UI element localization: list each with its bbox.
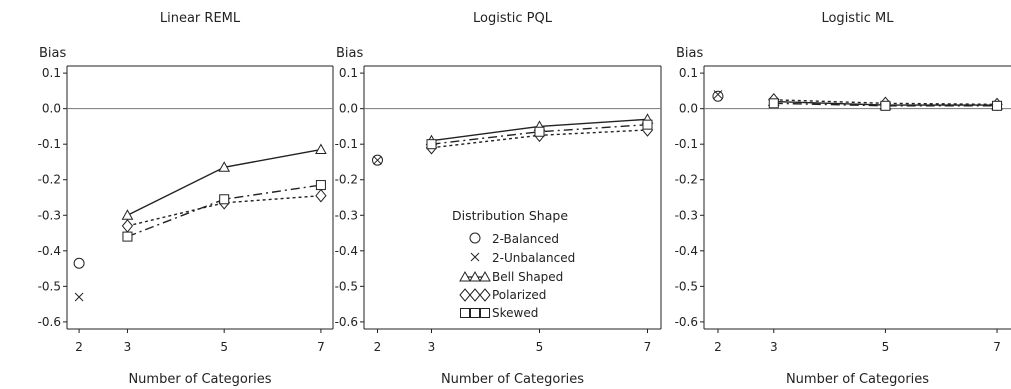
y-tick-label: -0.3 — [38, 208, 61, 222]
x-tick-label: 5 — [882, 340, 890, 354]
data-point — [315, 180, 326, 191]
legend-marker — [469, 232, 481, 244]
y-tick-label: -0.5 — [38, 279, 61, 293]
y-tick-label: -0.6 — [335, 315, 358, 329]
y-tick-label: 0.1 — [339, 66, 358, 80]
y-tick-label: -0.2 — [38, 173, 61, 187]
legend-title: Distribution Shape — [452, 208, 568, 223]
y-tick-label: -0.3 — [335, 208, 358, 222]
legend: Distribution Shape 2-Balanced 2-Unbalanced… — [452, 208, 575, 320]
data-point — [218, 161, 231, 172]
panel-title: Logistic ML — [821, 11, 894, 26]
y-tick-label: -0.6 — [38, 315, 61, 329]
data-point — [73, 257, 85, 269]
y-tick-label: 0.1 — [42, 66, 61, 80]
data-point — [219, 194, 230, 205]
x-tick-label: 5 — [220, 340, 228, 354]
panel-2: Logistic PQL Bias Number of Categories 0.1 0… — [335, 11, 662, 387]
legend-entry-label: Polarized — [492, 288, 546, 302]
y-tick-label: 0.0 — [679, 102, 698, 116]
x-tick-label: 3 — [428, 340, 436, 354]
data-point — [121, 219, 134, 233]
panel-title: Linear REML — [160, 11, 241, 26]
legend-entry-label: Skewed — [492, 306, 538, 320]
y-tick-label: -0.4 — [335, 244, 358, 258]
data-point — [880, 100, 891, 111]
panel-3: Logistic ML Bias Number of Categories 0.1 0.… — [675, 11, 1011, 387]
y-axis-label: Bias — [676, 46, 703, 61]
y-tick-label: -0.2 — [675, 173, 698, 187]
legend-marker — [470, 252, 480, 262]
data-point — [74, 292, 84, 302]
y-tick-label: -0.4 — [675, 244, 698, 258]
y-tick-label: -0.3 — [675, 208, 698, 222]
x-tick-label: 7 — [993, 340, 1001, 354]
data-point — [992, 100, 1003, 111]
x-tick-label: 7 — [317, 340, 325, 354]
panel-1: Linear REML Bias Number of Categories 0.1 0.… — [38, 11, 334, 387]
panel-title: Logistic PQL — [473, 11, 553, 26]
legend-marker — [459, 270, 471, 282]
y-tick-label: -0.6 — [675, 315, 698, 329]
x-tick-label: 2 — [714, 340, 722, 354]
x-tick-label: 5 — [536, 340, 544, 354]
y-tick-label: -0.1 — [675, 137, 698, 151]
legend-marker — [470, 308, 480, 318]
data-point — [315, 143, 327, 155]
y-tick-label: 0.1 — [679, 66, 698, 80]
data-point — [642, 119, 653, 130]
data-point — [373, 155, 382, 165]
data-point — [315, 188, 327, 203]
y-tick-label: -0.1 — [38, 137, 61, 151]
y-tick-label: 0.0 — [42, 102, 61, 116]
y-tick-label: -0.1 — [335, 137, 358, 151]
data-point — [768, 98, 779, 109]
legend-entry-label: 2-Unbalanced — [492, 251, 575, 265]
legend-marker — [469, 288, 481, 302]
x-tick-label: 7 — [644, 340, 652, 354]
x-axis-label: Number of Categories — [128, 372, 271, 387]
series-line — [773, 99, 998, 106]
x-axis-label: Number of Categories — [786, 372, 929, 387]
x-tick-label: 3 — [124, 340, 132, 354]
y-tick-label: 0.0 — [339, 102, 358, 116]
y-tick-label: -0.2 — [335, 173, 358, 187]
legend-marker — [469, 270, 481, 282]
data-point — [122, 231, 133, 242]
y-axis-label: Bias — [39, 46, 66, 61]
series-line — [127, 184, 322, 238]
y-axis-label: Bias — [336, 46, 363, 61]
legend-marker — [460, 308, 470, 318]
legend-marker — [479, 288, 491, 302]
legend-marker — [480, 308, 490, 318]
data-point — [121, 209, 134, 220]
x-tick-label: 2 — [374, 340, 382, 354]
legend-marker — [459, 288, 471, 302]
legend-entry-label: 2-Balanced — [492, 232, 559, 246]
x-tick-label: 2 — [75, 340, 83, 354]
data-point — [712, 90, 724, 102]
y-tick-label: -0.5 — [675, 279, 698, 293]
series-line — [127, 195, 321, 227]
y-tick-label: -0.4 — [38, 244, 61, 258]
legend-marker — [479, 270, 491, 282]
data-point — [426, 139, 437, 150]
data-point — [534, 126, 545, 137]
x-axis-label: Number of Categories — [441, 372, 584, 387]
legend-entry-label: Bell Shaped — [492, 270, 563, 284]
y-tick-label: -0.5 — [335, 279, 358, 293]
x-tick-label: 3 — [770, 340, 778, 354]
data-point — [713, 90, 723, 99]
